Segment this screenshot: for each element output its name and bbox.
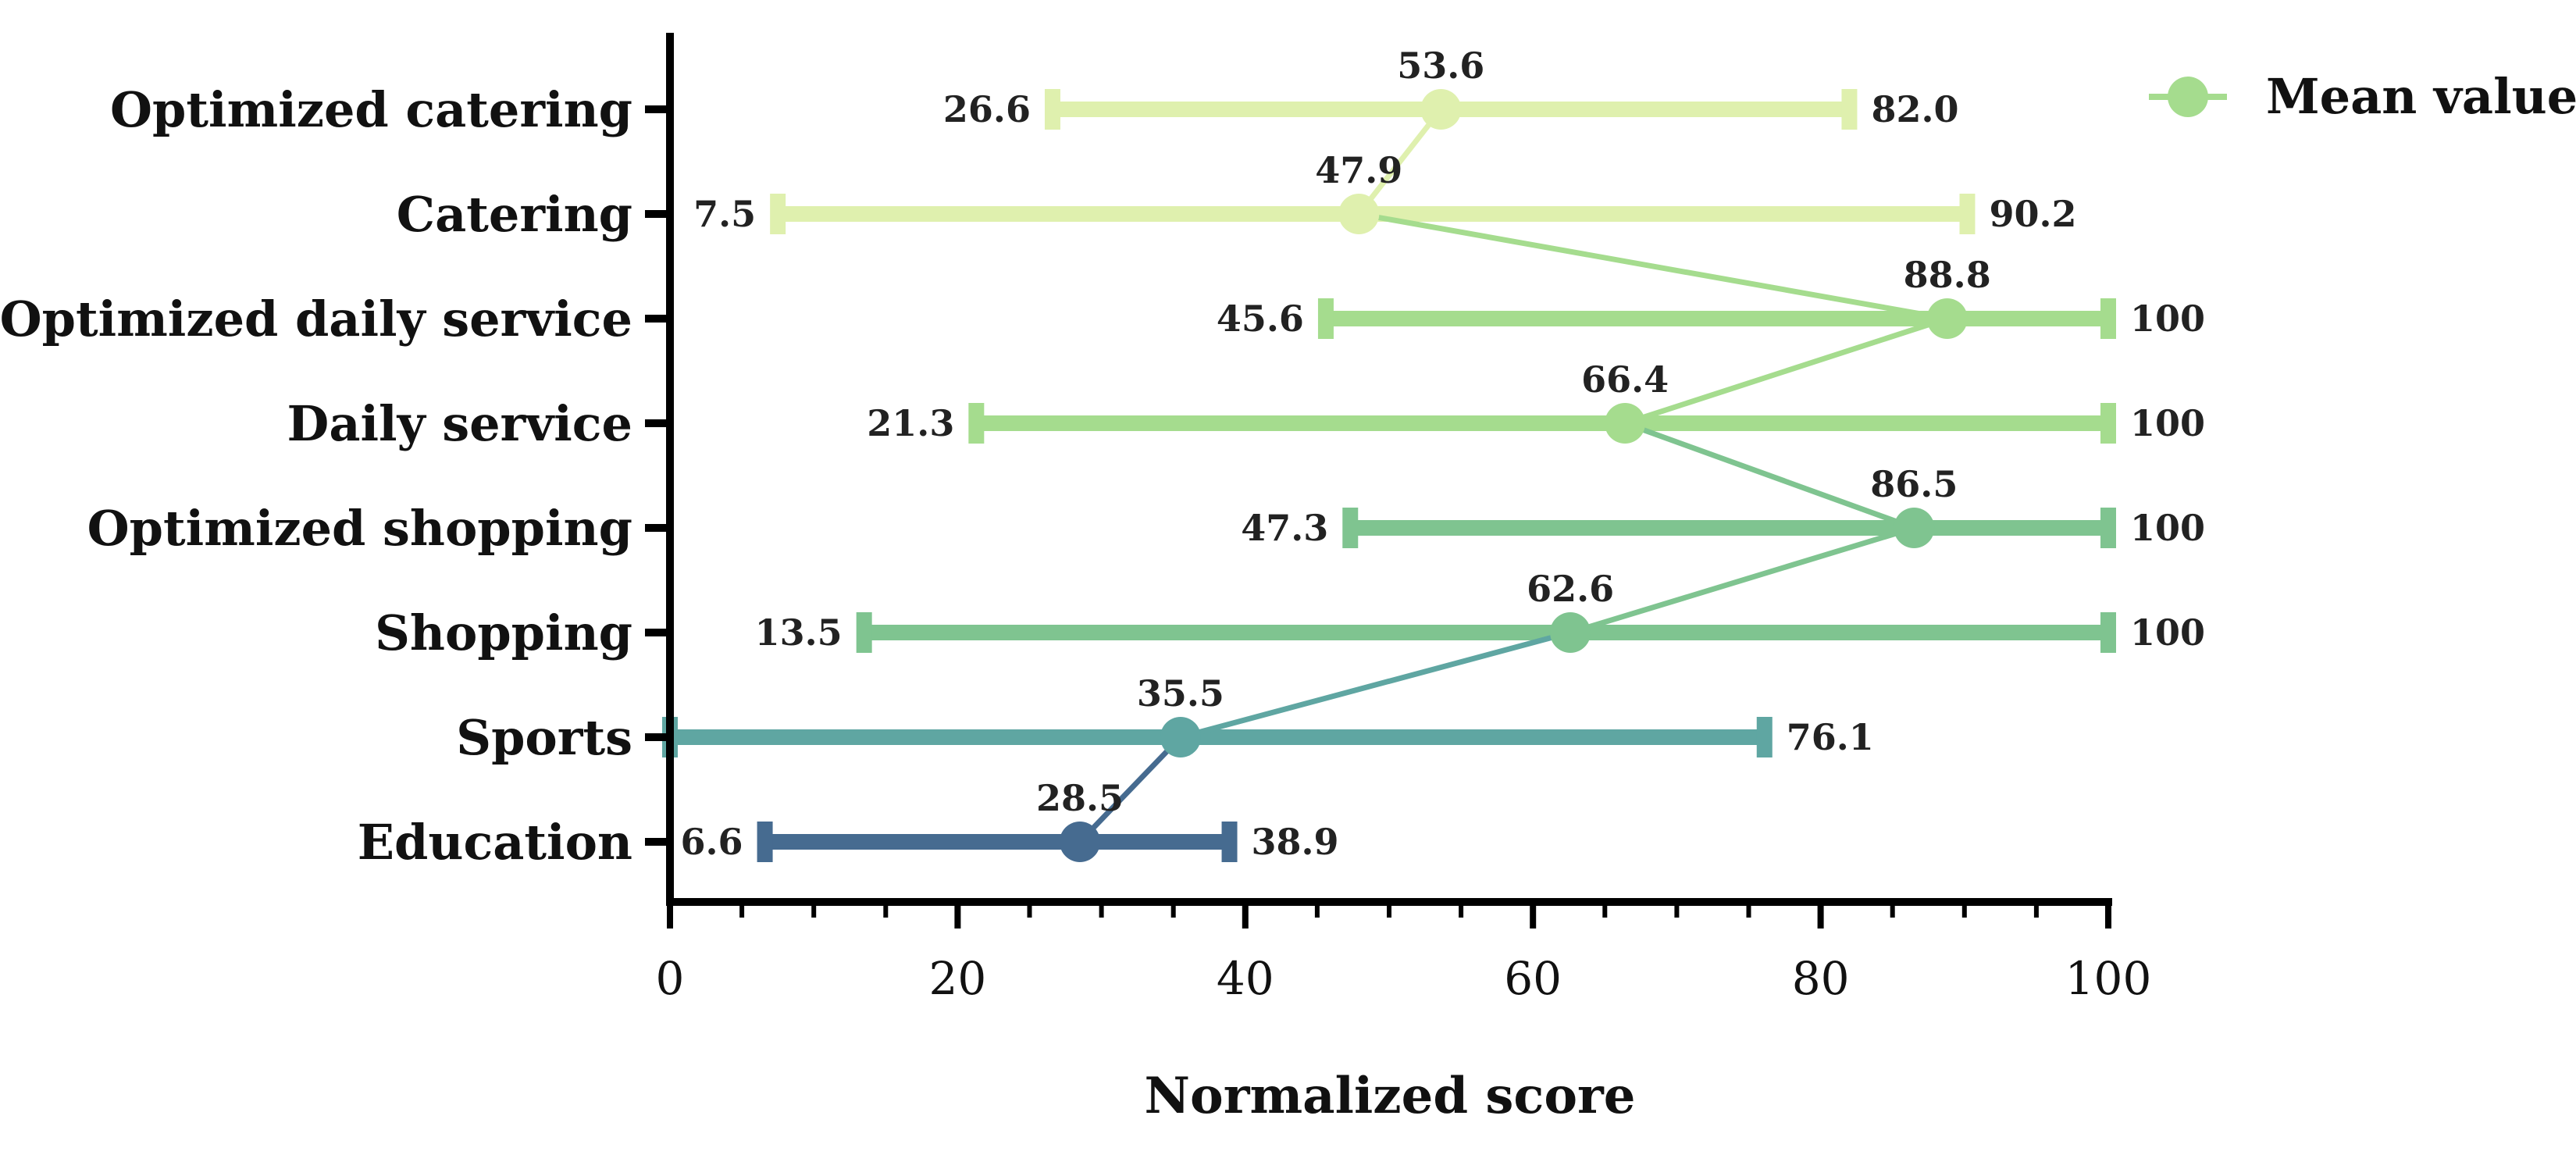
mean-value-label: 53.6	[1397, 45, 1484, 87]
mean-value-label: 35.5	[1137, 672, 1224, 715]
mean-value-label: 47.9	[1315, 149, 1402, 191]
category-label: Catering	[397, 186, 632, 243]
mean-points	[1059, 89, 1968, 862]
axes: Optimized catering Catering Optimized dail…	[0, 33, 2151, 1005]
min-value-label: 6.6	[681, 821, 743, 863]
mean-point	[1160, 717, 1201, 757]
mean-connector-lines	[1078, 107, 1948, 844]
x-axis-title: Normalized score	[1145, 1067, 1636, 1125]
mean-connector	[1180, 629, 1571, 740]
legend-marker	[2168, 77, 2208, 117]
category-label: Sports	[456, 709, 632, 766]
mean-value-label: 62.6	[1527, 568, 1614, 610]
category-label: Shopping	[375, 604, 632, 661]
mean-value-label: 88.8	[1904, 254, 1991, 296]
legend: Mean value	[2149, 68, 2576, 125]
min-value-label: 47.3	[1241, 507, 1328, 549]
mean-point	[1059, 822, 1100, 862]
max-value-label: 100	[2130, 402, 2205, 444]
mean-point	[1894, 508, 1935, 548]
range-bars	[662, 89, 2116, 862]
x-tick-label: 40	[1217, 952, 1274, 1005]
max-value-label: 100	[2130, 507, 2205, 549]
min-value-label: 21.3	[867, 402, 954, 444]
legend-label: Mean value	[2266, 68, 2576, 125]
max-value-label: 82.0	[1871, 88, 1958, 130]
max-value-label: 38.9	[1252, 821, 1339, 863]
x-tick-label: 20	[928, 952, 986, 1005]
x-tick-label: 100	[2065, 952, 2152, 1005]
max-value-label: 100	[2130, 611, 2205, 654]
mean-value-label: 28.5	[1036, 777, 1124, 819]
category-label: Optimized shopping	[87, 500, 632, 557]
mean-point	[1420, 89, 1462, 130]
min-value-label: 45.6	[1217, 298, 1304, 340]
category-label: Optimized catering	[110, 81, 632, 138]
mean-value-label: 66.4	[1581, 358, 1669, 401]
category-label: Daily service	[287, 395, 632, 452]
mean-connector	[1569, 525, 1915, 636]
mean-point	[1605, 403, 1646, 444]
x-tick-label: 60	[1504, 952, 1562, 1005]
value-labels: 26.6 82.0 53.6 7.5 90.2 47.9 45.6 100 88.8 21.3 10…	[681, 45, 2205, 863]
mean-point	[1926, 298, 1968, 339]
min-value-label: 13.5	[755, 611, 843, 654]
min-value-label: 7.5	[693, 193, 756, 235]
mean-connector	[1358, 211, 1948, 322]
mean-connector	[1356, 107, 1444, 216]
mean-value-label: 86.5	[1870, 463, 1958, 505]
mean-connector	[1624, 315, 1948, 426]
x-tick-label: 0	[656, 952, 685, 1005]
category-label: Education	[358, 814, 632, 871]
max-value-label: 76.1	[1787, 716, 1874, 758]
max-value-label: 100	[2130, 298, 2205, 340]
category-label: Optimized daily service	[0, 290, 632, 348]
mean-connector	[1623, 420, 1915, 531]
mean-point	[1550, 612, 1591, 653]
min-value-label: 26.6	[943, 88, 1031, 130]
mean-connector	[1078, 735, 1183, 844]
mean-point	[1338, 194, 1380, 234]
x-tick-label: 80	[1792, 952, 1850, 1005]
max-value-label: 90.2	[1989, 193, 2076, 235]
